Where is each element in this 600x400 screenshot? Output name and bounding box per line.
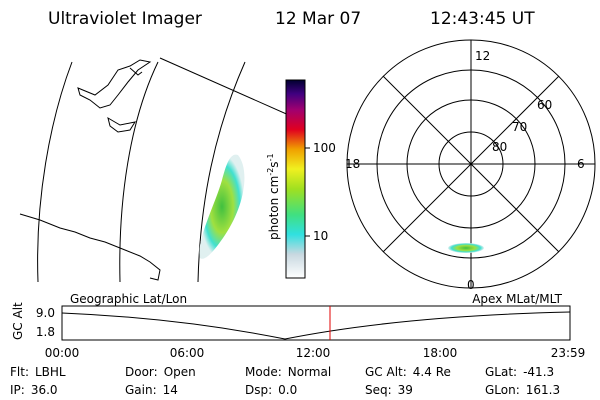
timeline-ytick: 9.0 [36, 306, 55, 320]
altitude-curve [61, 311, 571, 340]
info-field: Seq: 39 [365, 383, 413, 397]
info-field: IP: 36.0 [10, 383, 58, 397]
time: 12:43:45 UT [430, 9, 535, 29]
timeline-left-label: Geographic Lat/Lon [70, 292, 187, 306]
info-label: Dsp: [245, 383, 272, 397]
mlt-label: 0 [467, 278, 475, 292]
title: Ultraviolet Imager [48, 9, 202, 29]
mlt-label: 6 [577, 157, 585, 171]
info-value: 0.0 [278, 383, 297, 397]
info-value: 36.0 [31, 383, 58, 397]
map [19, 57, 301, 283]
date: 12 Mar 07 [275, 9, 361, 29]
lat-label: 70 [512, 120, 527, 134]
info-label: GLat: [485, 365, 517, 379]
info-value: -41.3 [523, 365, 554, 379]
timeline-xtick: 12:00 [296, 346, 331, 360]
info-field: Door: Open [125, 365, 196, 379]
info-field: Flt: LBHL [10, 365, 66, 379]
info-value: 14 [163, 383, 178, 397]
colorbar-label: photon cm-2s-1 [266, 153, 281, 240]
colorbar [285, 79, 306, 279]
timeline-box [61, 305, 571, 341]
timeline-right-label: Apex MLat/MLT [472, 292, 562, 306]
info-field: Mode: Normal [245, 365, 331, 379]
info-label: IP: [10, 383, 25, 397]
polar-plot [346, 39, 596, 289]
timeline-xtick: 00:00 [45, 346, 80, 360]
info-label: GC Alt: [365, 365, 407, 379]
info-value: Normal [288, 365, 331, 379]
mlt-label: 12 [475, 49, 490, 63]
aurora-image [199, 154, 245, 259]
info-label: Door: [125, 365, 158, 379]
info-field: Dsp: 0.0 [245, 383, 297, 397]
info-value: 39 [398, 383, 413, 397]
info-label: Gain: [125, 383, 157, 397]
colorbar-tick-label: 100 [313, 141, 336, 155]
info-field: GLon: 161.3 [485, 383, 560, 397]
timeline-xtick: 06:00 [170, 346, 205, 360]
info-field: Gain: 14 [125, 383, 178, 397]
mlt-label: 18 [345, 157, 360, 171]
info-value: 4.4 Re [413, 365, 451, 379]
info-panel: Flt: LBHL Door: Open Mode: Normal GC Alt: 4.4 R… [10, 365, 560, 397]
timeline-xtick: 23:59 [551, 346, 586, 360]
info-label: Mode: [245, 365, 282, 379]
timeline-xtick: 18:00 [423, 346, 458, 360]
info-value: LBHL [35, 365, 66, 379]
info-label: Flt: [10, 365, 29, 379]
info-label: Seq: [365, 383, 392, 397]
lat-label: 80 [492, 140, 507, 154]
info-label: GLon: [485, 383, 520, 397]
info-field: GLat: -41.3 [485, 365, 554, 379]
info-field: GC Alt: 4.4 Re [365, 365, 451, 379]
timeline-ytick: 1.8 [36, 325, 55, 339]
info-value: Open [164, 365, 196, 379]
lat-label: 60 [537, 98, 552, 112]
timeline-y-label: GC Alt [11, 302, 25, 340]
info-value: 161.3 [526, 383, 560, 397]
colorbar-tick-label: 10 [313, 229, 328, 243]
aurora-image [448, 243, 484, 253]
